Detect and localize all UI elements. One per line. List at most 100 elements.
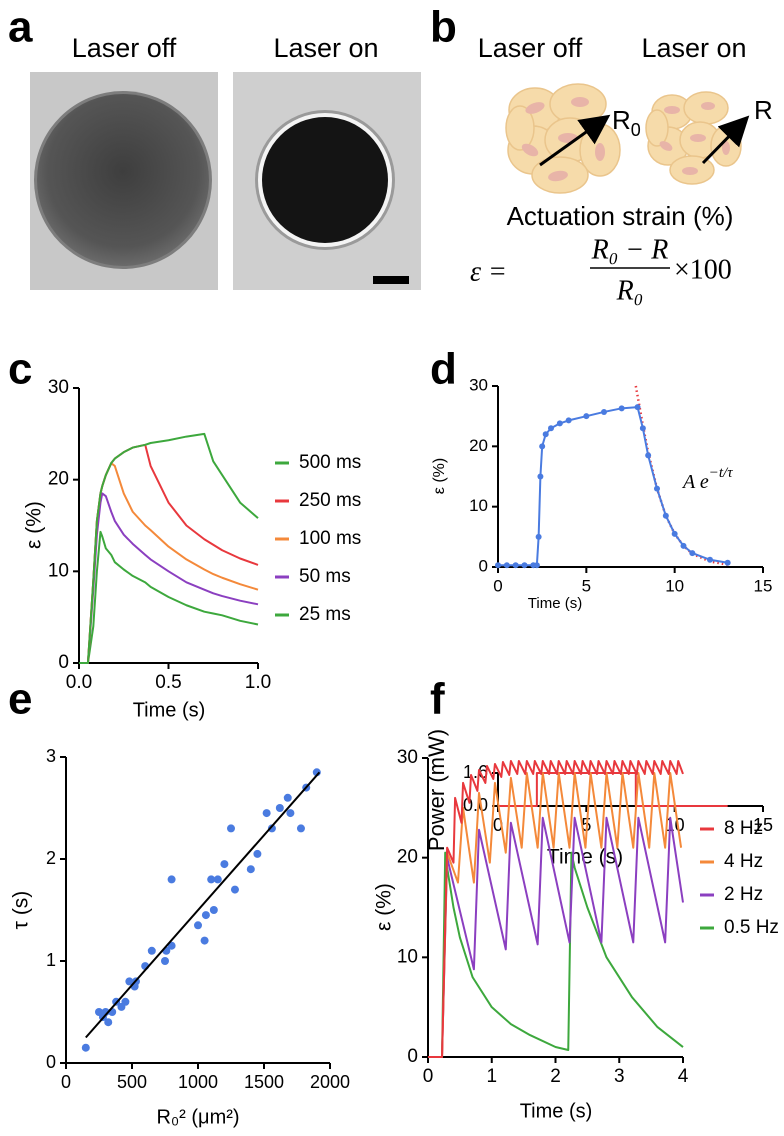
x-tick-label: 15 bbox=[754, 576, 773, 595]
panel-letter: c bbox=[8, 345, 32, 394]
data-point bbox=[213, 875, 222, 884]
series-line bbox=[85, 771, 321, 1039]
data-point bbox=[542, 431, 549, 438]
x-tick-label: 1500 bbox=[244, 1072, 284, 1092]
x-tick-label: 0 bbox=[423, 1066, 434, 1087]
data-point bbox=[283, 793, 292, 802]
data-point bbox=[147, 946, 156, 955]
x-axis-label: Time (s) bbox=[133, 699, 206, 721]
x-tick-label: 0 bbox=[61, 1072, 71, 1092]
x-tick-label: 0.0 bbox=[66, 672, 92, 693]
series-line bbox=[79, 462, 259, 664]
radius-symbol: R bbox=[612, 105, 631, 135]
x-tick-label: 5 bbox=[582, 576, 591, 595]
radius-label: R0 bbox=[612, 105, 641, 140]
data-point bbox=[556, 420, 563, 427]
data-point bbox=[209, 906, 218, 914]
x-tick-label: 2 bbox=[550, 1066, 561, 1087]
data-point bbox=[512, 562, 519, 569]
data-point bbox=[639, 425, 646, 432]
equation-denominator: R₀ bbox=[616, 275, 644, 306]
data-point bbox=[662, 512, 669, 519]
x-axis-label: R₀² (μm²) bbox=[156, 1106, 239, 1128]
y-axis-label: ε (%) bbox=[23, 501, 46, 549]
legend-label: 25 ms bbox=[299, 604, 351, 625]
annotation: A e−t/τ bbox=[681, 465, 733, 492]
annotation-exponent: −t/τ bbox=[709, 465, 733, 481]
data-point bbox=[220, 860, 229, 869]
radius-label: R bbox=[754, 95, 773, 125]
y-tick-label: 3 bbox=[46, 746, 56, 766]
data-point bbox=[634, 404, 641, 411]
panel-letter: a bbox=[8, 3, 33, 52]
y-tick-label: 10 bbox=[397, 946, 418, 967]
y-tick-label: 10 bbox=[48, 560, 69, 581]
x-tick-label: 2000 bbox=[310, 1072, 350, 1092]
data-point bbox=[104, 1018, 113, 1027]
legend-label: 50 ms bbox=[299, 566, 351, 587]
legend-label: 8 Hz bbox=[724, 818, 763, 839]
data-point bbox=[680, 542, 687, 549]
series-line bbox=[498, 772, 728, 807]
data-point bbox=[286, 809, 295, 818]
x-tick-label: 15 bbox=[753, 815, 773, 835]
data-point bbox=[521, 562, 528, 569]
particle bbox=[37, 94, 209, 266]
data-point bbox=[707, 556, 713, 563]
data-point bbox=[535, 533, 542, 540]
x-tick-label: 1 bbox=[486, 1066, 497, 1087]
panel-letter: f bbox=[430, 675, 445, 724]
y-tick-label: 20 bbox=[397, 847, 418, 868]
x-tick-label: 1.0 bbox=[245, 672, 271, 693]
data-point bbox=[253, 849, 262, 858]
series-line bbox=[428, 816, 684, 1058]
y-tick-label: 0 bbox=[46, 1052, 56, 1072]
legend-label: 250 ms bbox=[299, 490, 361, 511]
x-axis-label: Time (s) bbox=[520, 1100, 593, 1122]
data-point bbox=[200, 936, 209, 945]
data-point bbox=[161, 957, 169, 965]
data-point bbox=[121, 997, 130, 1006]
data-point bbox=[495, 562, 501, 569]
data-point bbox=[539, 443, 546, 450]
y-tick-label: 30 bbox=[469, 375, 488, 394]
data-point bbox=[601, 408, 607, 415]
panel-letter: e bbox=[8, 675, 32, 724]
data-point bbox=[533, 562, 540, 569]
x-tick-label: 500 bbox=[117, 1072, 147, 1092]
y-tick-label: 30 bbox=[48, 377, 69, 398]
x-tick-label: 10 bbox=[665, 576, 684, 595]
x-axis-label: Time (s) bbox=[528, 595, 582, 612]
radius-arrow bbox=[539, 114, 611, 167]
x-tick-label: 3 bbox=[614, 1066, 625, 1087]
y-tick-label: 20 bbox=[469, 436, 488, 455]
data-point bbox=[262, 809, 271, 818]
data-point bbox=[618, 405, 625, 412]
schematic-title: Laser off bbox=[478, 33, 583, 63]
legend-label: 4 Hz bbox=[724, 851, 763, 872]
y-tick-label: 0.0 bbox=[463, 795, 488, 815]
data-point bbox=[267, 824, 276, 833]
panel-letter: d bbox=[430, 345, 457, 394]
data-point bbox=[689, 550, 696, 557]
y-tick-label: 0 bbox=[58, 652, 69, 673]
data-point bbox=[167, 875, 176, 884]
legend-label: 0.5 Hz bbox=[724, 917, 779, 938]
data-point bbox=[537, 473, 544, 480]
equation-numerator: R₀ − R bbox=[591, 234, 669, 265]
data-point bbox=[565, 417, 572, 424]
y-tick-label: 30 bbox=[397, 747, 418, 768]
x-tick-label: 4 bbox=[678, 1066, 689, 1087]
data-point bbox=[207, 875, 216, 884]
scale-bar bbox=[373, 276, 409, 284]
data-point bbox=[645, 452, 652, 459]
particle bbox=[262, 117, 388, 243]
equation-lhs: ε = bbox=[470, 256, 507, 287]
data-point bbox=[654, 485, 660, 492]
y-tick-label: 20 bbox=[48, 469, 69, 490]
data-point bbox=[201, 911, 210, 920]
data-point bbox=[246, 865, 255, 874]
y-axis-label: ε (%) bbox=[373, 883, 396, 931]
data-point bbox=[275, 804, 284, 812]
